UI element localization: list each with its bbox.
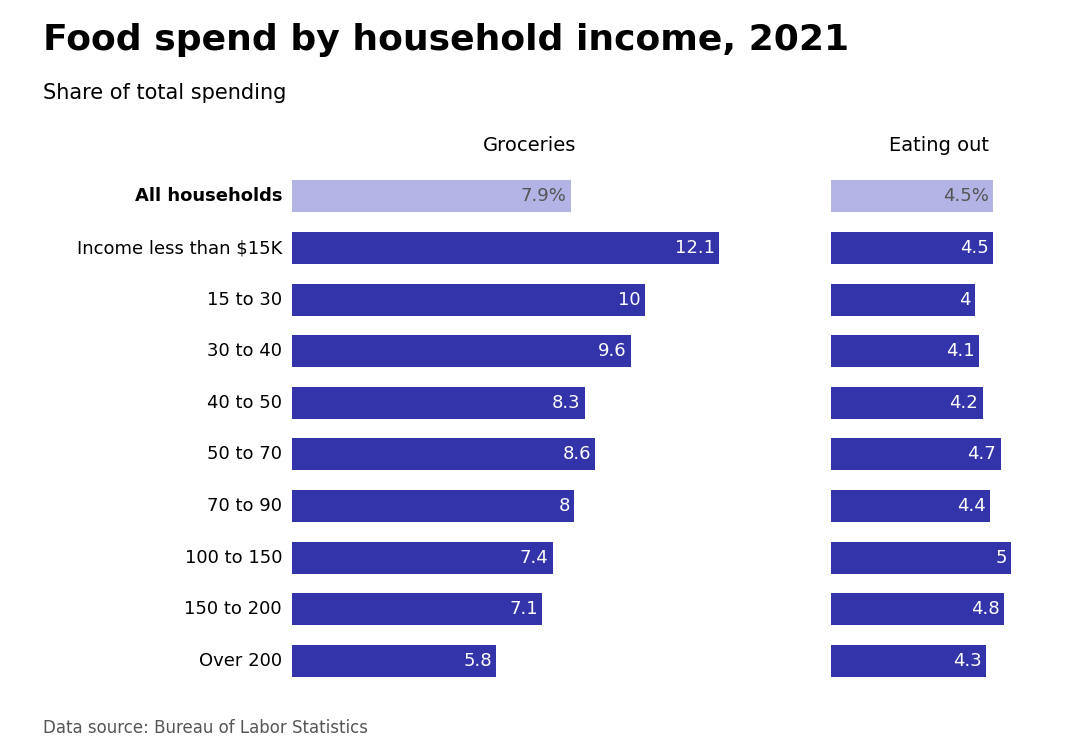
Text: Data source: Bureau of Labor Statistics: Data source: Bureau of Labor Statistics: [43, 719, 368, 737]
Bar: [292, 232, 719, 264]
Bar: [292, 645, 497, 677]
Bar: [831, 541, 1012, 574]
Text: 40 to 50: 40 to 50: [207, 394, 282, 412]
Bar: [292, 593, 542, 625]
Text: 30 to 40: 30 to 40: [207, 342, 282, 360]
Text: 8.3: 8.3: [552, 394, 581, 412]
Text: 5.8: 5.8: [463, 652, 492, 670]
Text: 12.1: 12.1: [675, 239, 715, 257]
Text: 10: 10: [618, 290, 640, 308]
Bar: [831, 438, 1001, 471]
Text: Over 200: Over 200: [199, 652, 282, 670]
Text: Income less than $15K: Income less than $15K: [77, 239, 282, 257]
Bar: [292, 490, 575, 522]
Text: 4.5%: 4.5%: [943, 187, 989, 205]
Text: 7.4: 7.4: [519, 549, 549, 567]
Bar: [292, 387, 584, 419]
Text: 7.1: 7.1: [510, 600, 538, 618]
Text: 4.3: 4.3: [954, 652, 982, 670]
Text: 4.5: 4.5: [960, 239, 989, 257]
Bar: [831, 593, 1004, 625]
Text: 100 to 150: 100 to 150: [185, 549, 282, 567]
Bar: [292, 335, 631, 367]
Text: 150 to 200: 150 to 200: [185, 600, 282, 618]
Bar: [831, 284, 975, 316]
Bar: [831, 335, 978, 367]
Text: All households: All households: [135, 187, 282, 205]
Bar: [831, 180, 994, 212]
Text: 50 to 70: 50 to 70: [207, 445, 282, 463]
Bar: [292, 284, 645, 316]
Text: 70 to 90: 70 to 90: [207, 497, 282, 515]
Text: Groceries: Groceries: [484, 136, 577, 155]
Text: 9.6: 9.6: [598, 342, 626, 360]
Text: 4.2: 4.2: [949, 394, 978, 412]
Text: 4.1: 4.1: [946, 342, 974, 360]
Text: 7.9%: 7.9%: [521, 187, 566, 205]
Text: 8: 8: [558, 497, 570, 515]
Text: Share of total spending: Share of total spending: [43, 83, 286, 103]
Text: Food spend by household income, 2021: Food spend by household income, 2021: [43, 23, 849, 56]
Text: 8.6: 8.6: [563, 445, 591, 463]
Text: 5: 5: [996, 549, 1008, 567]
Bar: [831, 645, 986, 677]
Bar: [292, 438, 595, 471]
Text: 4.4: 4.4: [957, 497, 985, 515]
Text: 15 to 30: 15 to 30: [207, 290, 282, 308]
Text: Eating out: Eating out: [889, 136, 989, 155]
Bar: [831, 387, 983, 419]
Bar: [292, 180, 570, 212]
Text: 4.8: 4.8: [971, 600, 1000, 618]
Text: 4.7: 4.7: [968, 445, 997, 463]
Bar: [831, 490, 989, 522]
Bar: [292, 541, 553, 574]
Bar: [831, 232, 994, 264]
Text: 4: 4: [959, 290, 971, 308]
